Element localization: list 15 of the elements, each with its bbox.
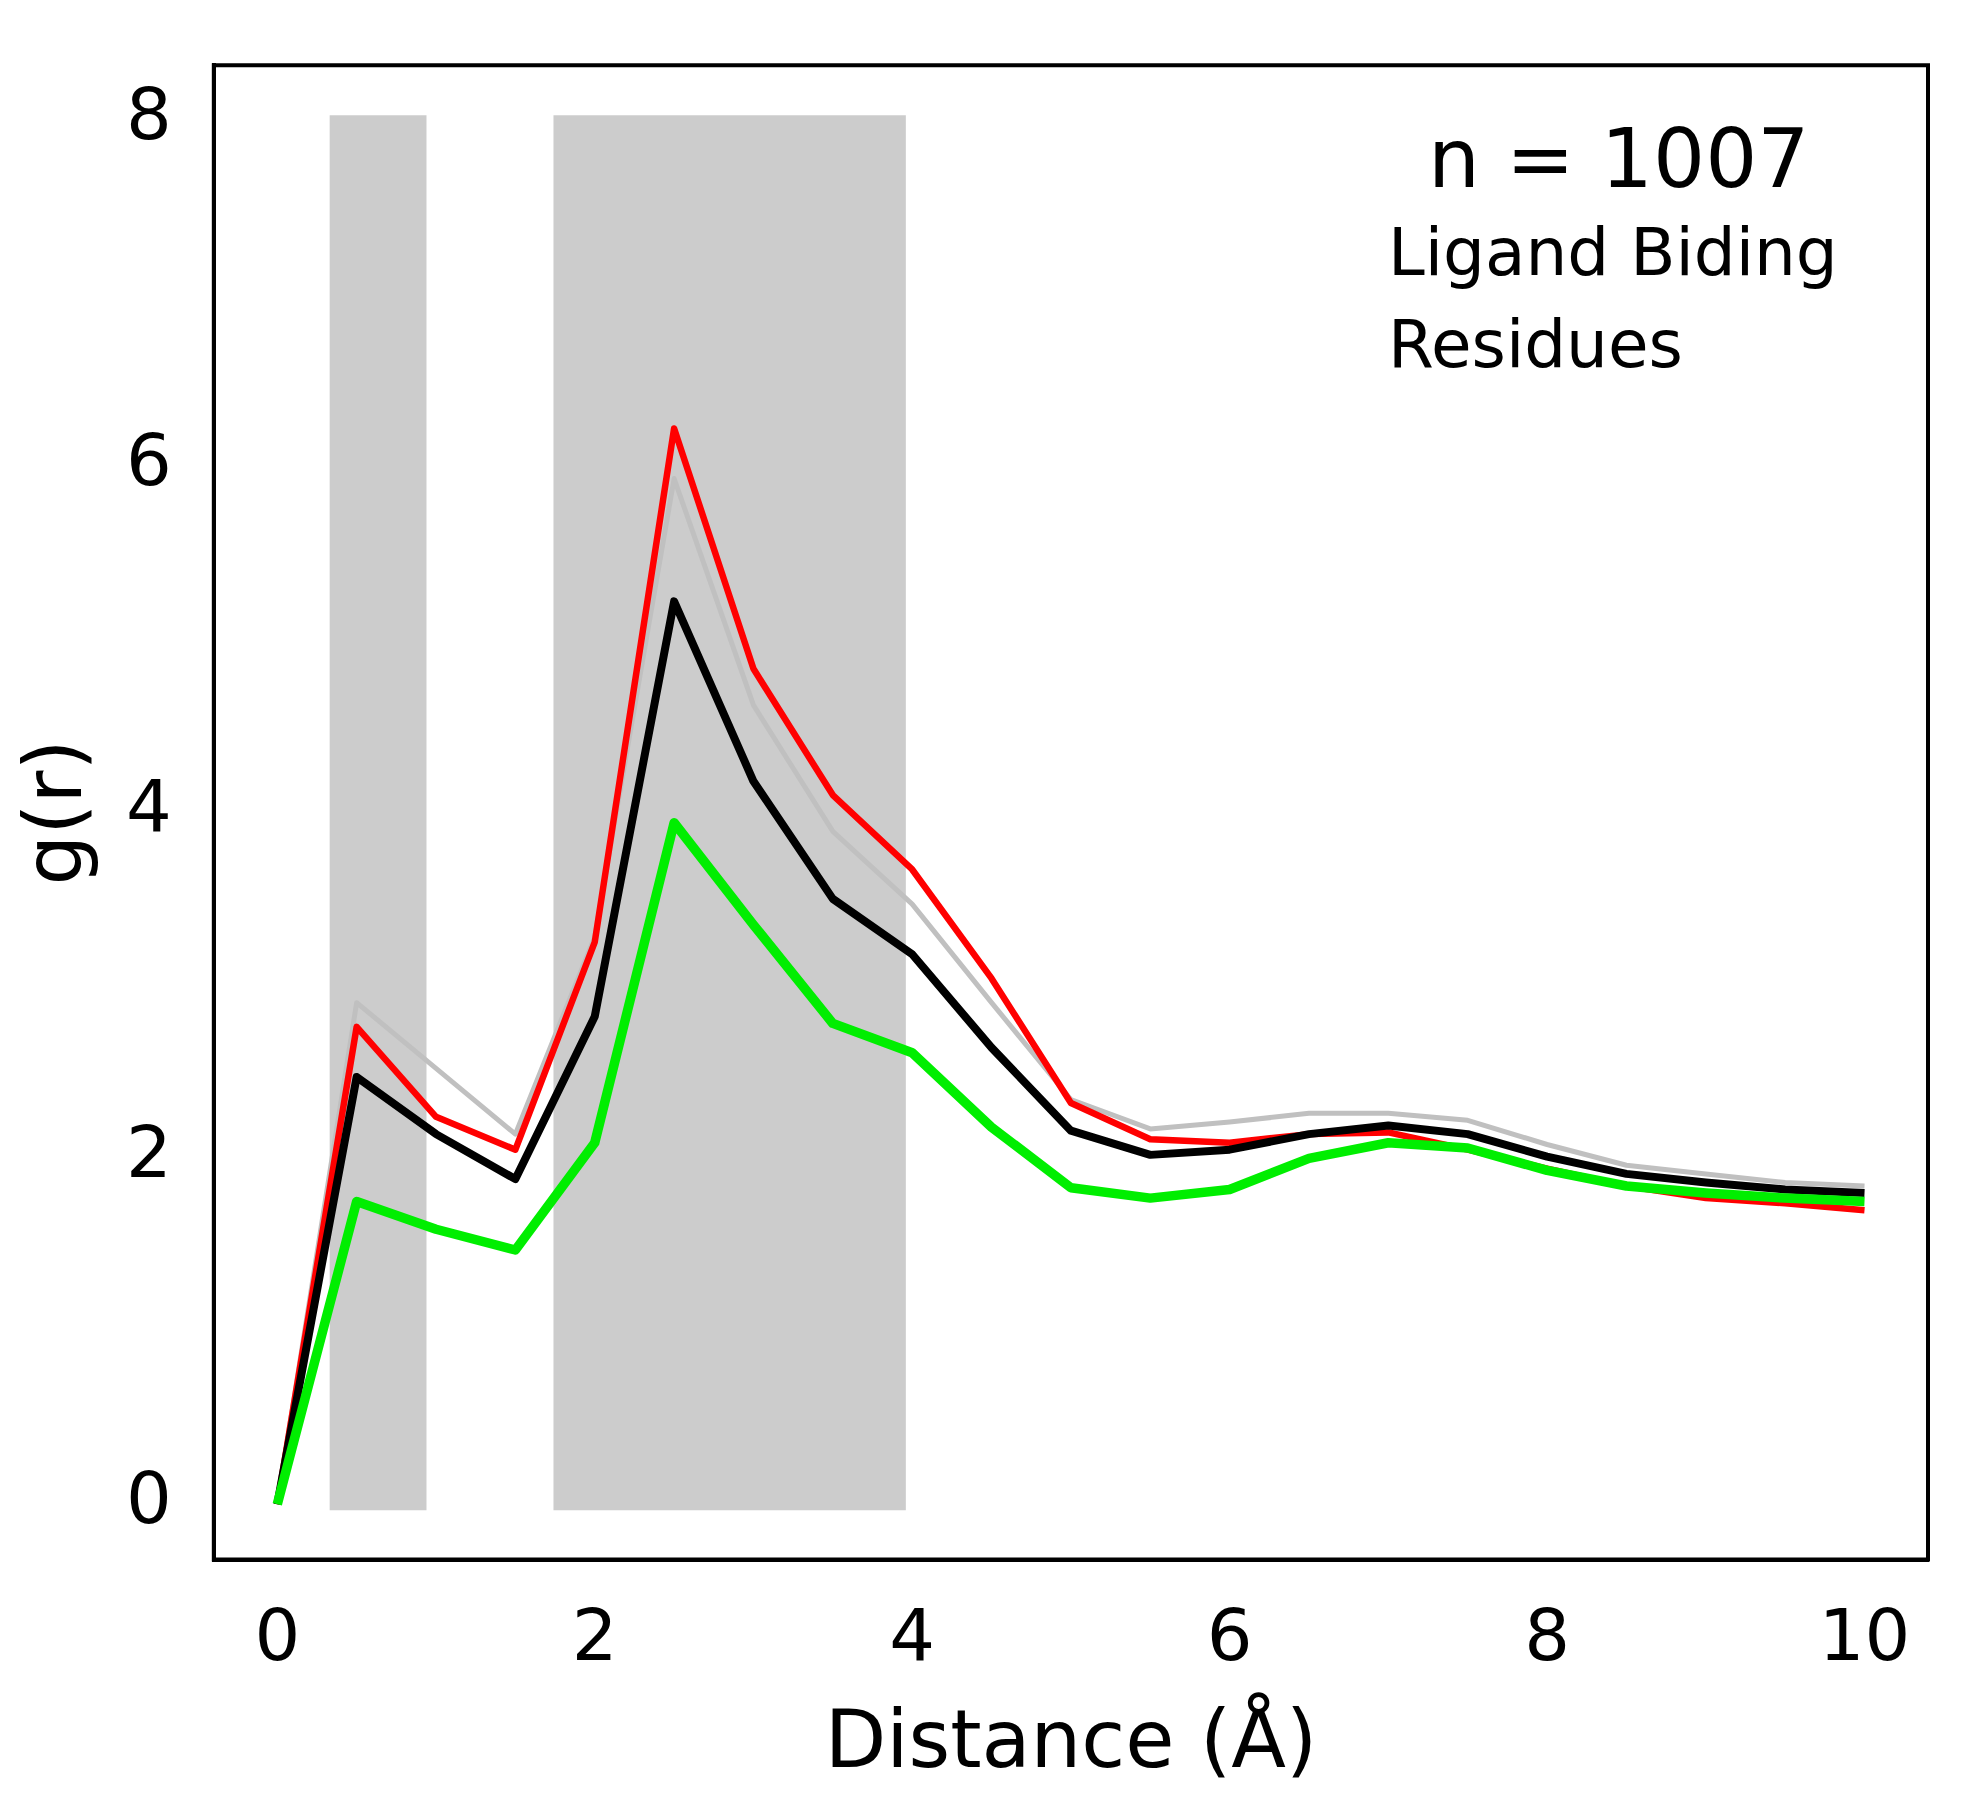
y-tick-label: 2 bbox=[126, 1110, 172, 1195]
x-tick-label: 10 bbox=[1818, 1592, 1911, 1677]
annotation: Ligand Biding Residues bbox=[1388, 214, 1838, 384]
y-tick-label: 0 bbox=[126, 1455, 172, 1540]
x-tick-label: 2 bbox=[571, 1592, 618, 1677]
x-tick-label: 8 bbox=[1524, 1592, 1570, 1677]
x-tick-label: 4 bbox=[889, 1592, 936, 1677]
x-tick-label: 0 bbox=[254, 1592, 301, 1677]
x-tick-label: 6 bbox=[1206, 1592, 1253, 1677]
y-axis-title: g(r) bbox=[6, 739, 100, 886]
y-tick-label: 4 bbox=[126, 764, 172, 849]
y-tick-label: 6 bbox=[126, 418, 172, 503]
y-tick-label: 8 bbox=[126, 72, 172, 157]
annotation: n = 1007 bbox=[1428, 111, 1810, 207]
x-axis-title: Distance (Å) bbox=[824, 1691, 1318, 1786]
